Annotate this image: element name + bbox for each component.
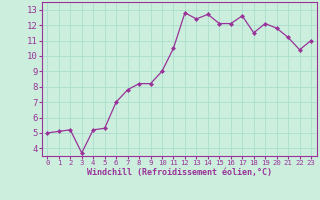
X-axis label: Windchill (Refroidissement éolien,°C): Windchill (Refroidissement éolien,°C) [87,168,272,177]
